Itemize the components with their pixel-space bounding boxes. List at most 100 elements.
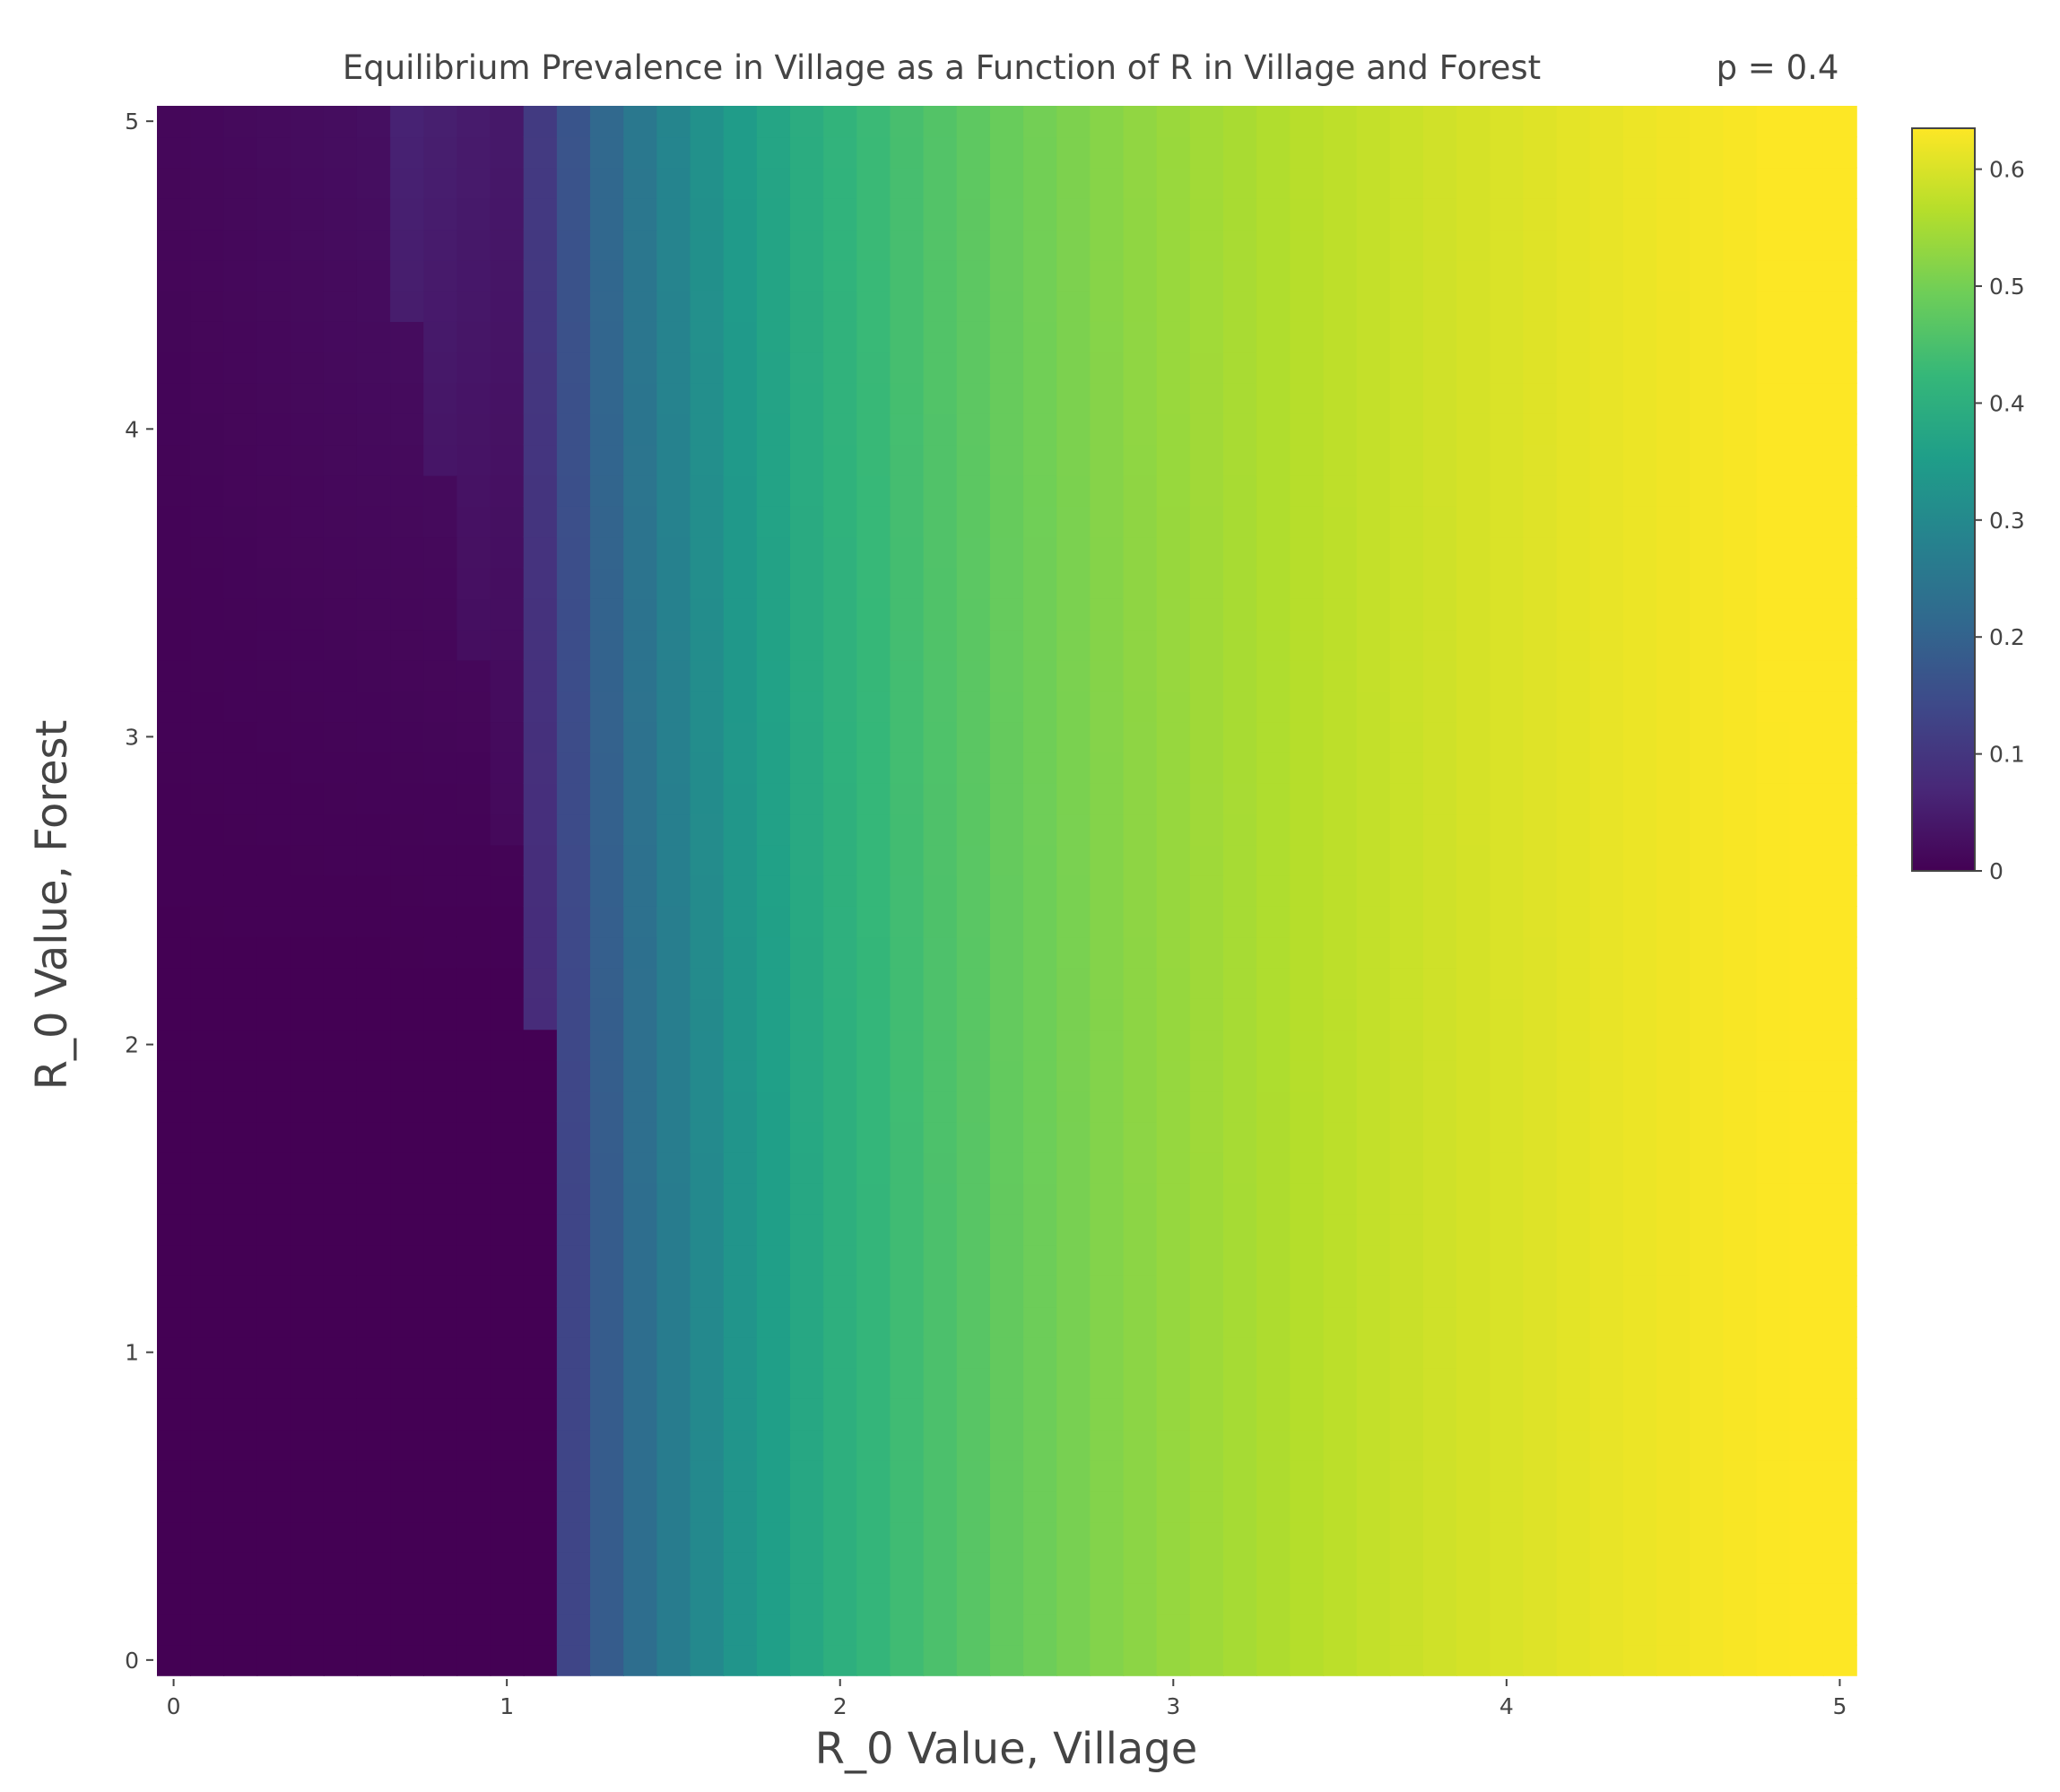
heatmap-cell: [1290, 1552, 1325, 1584]
heatmap-cell: [590, 1367, 624, 1399]
heatmap-cell: [756, 474, 791, 507]
heatmap-cell: [1523, 1614, 1558, 1646]
heatmap-cell: [1690, 1244, 1725, 1276]
heatmap-cell: [1290, 1121, 1325, 1153]
heatmap-cell: [1056, 967, 1091, 999]
heatmap-cell: [1723, 1029, 1758, 1061]
heatmap-cell: [1656, 967, 1691, 999]
heatmap-cell: [1323, 136, 1358, 169]
heatmap-cell: [1690, 1182, 1725, 1215]
heatmap-cell: [1189, 844, 1224, 876]
heatmap-cell: [1123, 1152, 1158, 1184]
heatmap-cell: [1389, 659, 1424, 692]
heatmap-cell: [923, 259, 958, 291]
heatmap-cell: [823, 906, 858, 938]
heatmap-cell: [1023, 936, 1058, 969]
heatmap-cell: [523, 598, 558, 631]
heatmap-cell: [1323, 936, 1358, 969]
heatmap-cell: [856, 444, 891, 476]
heatmap-cell: [1223, 1367, 1257, 1399]
heatmap-cell: [490, 197, 525, 231]
heatmap-cell: [423, 1091, 458, 1123]
heatmap-cell: [1422, 259, 1457, 291]
heatmap-cell: [590, 1274, 624, 1308]
heatmap-cell: [1256, 721, 1291, 753]
heatmap-cell: [223, 506, 258, 538]
heatmap-cell: [756, 844, 791, 876]
heatmap-cell: [1056, 444, 1091, 476]
heatmap-cell: [856, 1059, 891, 1092]
heatmap-cell: [789, 290, 824, 322]
heatmap-cell: [1323, 659, 1358, 692]
heatmap-cell: [1290, 844, 1325, 876]
heatmap-cell: [1589, 1459, 1624, 1492]
heatmap-cell: [1456, 874, 1491, 907]
heatmap-cell: [1356, 690, 1391, 723]
heatmap-cell: [1256, 598, 1291, 631]
heatmap-cell: [190, 1459, 225, 1492]
heatmap-cell: [956, 1367, 991, 1399]
heatmap-cell: [256, 1491, 291, 1523]
heatmap-cell: [256, 197, 291, 231]
heatmap-cell: [823, 813, 858, 846]
heatmap-cell: [190, 567, 225, 599]
heatmap-cell: [590, 1152, 624, 1184]
heatmap-cell: [756, 1059, 791, 1092]
heatmap-cell: [1156, 1491, 1191, 1523]
heatmap-cell: [1323, 1459, 1358, 1492]
heatmap-cell: [1490, 567, 1525, 599]
heatmap-cell: [1156, 259, 1191, 291]
heatmap-cell: [1156, 506, 1191, 538]
heatmap-cell: [590, 106, 624, 138]
heatmap-cell: [1256, 1336, 1291, 1369]
heatmap-cell: [956, 721, 991, 753]
heatmap-cell: [890, 1029, 925, 1061]
heatmap-cell: [1589, 197, 1624, 231]
heatmap-cell: [1156, 659, 1191, 692]
heatmap-cell: [1589, 906, 1624, 938]
heatmap-cell: [523, 106, 558, 138]
heatmap-cell: [490, 1029, 525, 1061]
heatmap-cell: [923, 752, 958, 784]
heatmap-cell: [523, 1583, 558, 1615]
heatmap-cell: [823, 1182, 858, 1215]
heatmap-cell: [890, 752, 925, 784]
heatmap-cell: [590, 1429, 624, 1461]
heatmap-cell: [1723, 413, 1758, 446]
heatmap-cell: [1189, 352, 1224, 384]
heatmap-cell: [623, 844, 658, 876]
heatmap-cell: [1622, 1274, 1657, 1308]
heatmap-cell: [1690, 259, 1725, 291]
heatmap-cell: [856, 167, 891, 199]
heatmap-cell: [890, 598, 925, 631]
heatmap-cell: [789, 659, 824, 692]
heatmap-cell: [923, 229, 958, 261]
heatmap-cell: [856, 752, 891, 784]
heatmap-cell: [490, 690, 525, 723]
heatmap-cell: [1690, 690, 1725, 723]
heatmap-cell: [1556, 1274, 1591, 1308]
heatmap-cell: [556, 1121, 591, 1153]
heatmap-cell: [1690, 136, 1725, 169]
heatmap-cell: [923, 967, 958, 999]
heatmap-cell: [1622, 1552, 1657, 1584]
heatmap-cell: [1389, 382, 1424, 414]
heatmap-cell: [1723, 813, 1758, 846]
heatmap-cell: [1589, 1029, 1624, 1061]
heatmap-cell: [623, 1583, 658, 1615]
heatmap-cell: [456, 1182, 491, 1215]
heatmap-cell: [590, 506, 624, 538]
heatmap-cell: [1056, 1583, 1091, 1615]
heatmap-cell: [390, 1459, 425, 1492]
heatmap-cell: [356, 1274, 391, 1308]
heatmap-cell: [323, 413, 358, 446]
heatmap-cell: [956, 752, 991, 784]
heatmap-cell: [1656, 1029, 1691, 1061]
heatmap-cell: [1690, 1644, 1725, 1676]
heatmap-cell: [556, 382, 591, 414]
heatmap-cell: [623, 1091, 658, 1123]
heatmap-cell: [856, 229, 891, 261]
heatmap-cell: [1223, 290, 1257, 322]
heatmap-cell: [490, 1644, 525, 1676]
heatmap-cell: [623, 1029, 658, 1061]
